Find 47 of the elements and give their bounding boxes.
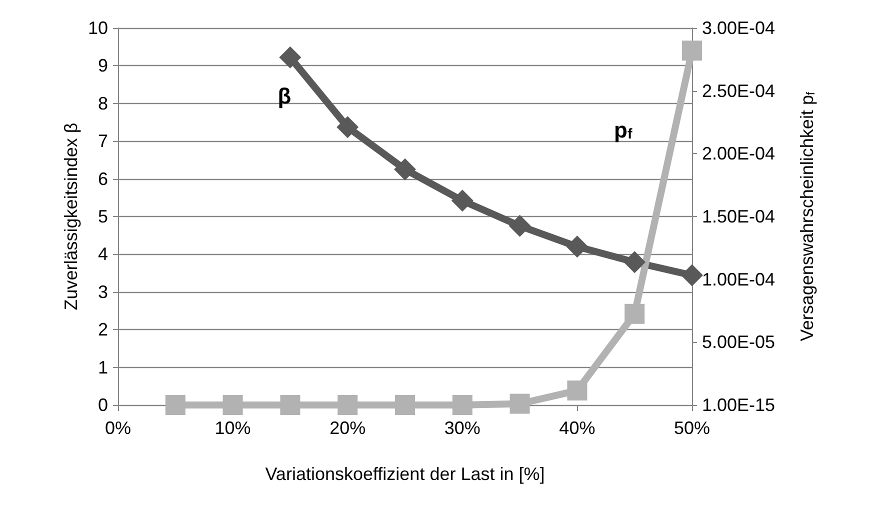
y-tick-label: 3	[98, 282, 108, 302]
y-tick-label: 10	[88, 18, 108, 38]
y-tick-label: 2	[98, 320, 108, 340]
point	[394, 158, 416, 180]
y2-tick-label: 1.00E-15	[702, 395, 776, 415]
point	[624, 304, 645, 324]
y2-tick-label: 2.00E-04	[702, 144, 776, 164]
y2-tick-label: 2.50E-04	[702, 80, 776, 101]
y2-tick-label: 1.00E-04	[702, 269, 776, 290]
point	[510, 394, 530, 414]
point	[222, 395, 243, 415]
point	[451, 190, 474, 212]
point	[682, 40, 702, 61]
x-tick-label: 0%	[104, 418, 132, 438]
point	[395, 395, 415, 415]
y-tick-label: 0	[98, 395, 108, 415]
point	[165, 395, 186, 415]
y-tick-label: 9	[98, 56, 108, 76]
point	[508, 214, 531, 237]
y-tick-label: 1	[98, 357, 108, 378]
point	[336, 116, 359, 138]
y2-tick-label: 5.00E-05	[702, 332, 776, 352]
y-tick-label: 4	[98, 244, 108, 264]
point	[681, 264, 703, 286]
y-axis-title: Zuverlässigkeitsindex β	[61, 122, 81, 310]
x-tick-label: 40%	[559, 418, 596, 438]
point	[279, 46, 302, 68]
x-tick-label: 30%	[444, 418, 480, 438]
x-tick-label: 50%	[674, 418, 710, 438]
point	[338, 395, 358, 415]
point	[624, 251, 646, 274]
x-tick-label: 20%	[330, 418, 366, 438]
y-tick-label: 5	[98, 206, 108, 226]
y-tick-label: 6	[98, 168, 108, 189]
point	[567, 380, 588, 401]
annotation: β	[278, 83, 292, 108]
y2-tick-label: 3.00E-04	[702, 18, 776, 38]
point	[452, 395, 472, 415]
y-tick-label: 8	[98, 93, 108, 114]
point	[280, 395, 300, 415]
x-axis-title: Variationskoeffizient der Last in [%]	[265, 464, 545, 484]
y2-axis-title: Versagenswahrscheinlichkeit pf	[797, 91, 818, 342]
x-tick-label: 10%	[214, 418, 251, 438]
y2-tick-label: 1.50E-04	[702, 206, 776, 226]
y-tick-label: 7	[98, 131, 108, 152]
annotation: pf	[614, 117, 632, 143]
point	[566, 236, 588, 258]
